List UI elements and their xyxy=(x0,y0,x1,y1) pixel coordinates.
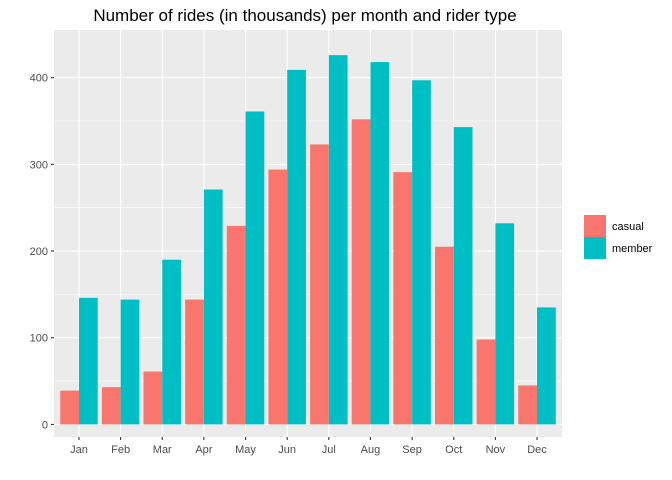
bar-casual xyxy=(60,390,79,425)
bar-casual xyxy=(268,169,288,425)
x-tick-label: Apr xyxy=(195,444,212,456)
y-tick-label: 100 xyxy=(30,333,48,345)
bar-casual xyxy=(310,144,329,425)
bar-casual xyxy=(435,246,454,425)
bar-member xyxy=(328,55,348,425)
bar-member xyxy=(162,259,181,425)
chart-title: Number of rides (in thousands) per month… xyxy=(93,6,516,25)
bar-casual xyxy=(393,172,413,425)
y-tick-label: 300 xyxy=(30,159,48,171)
x-tick-label: Jul xyxy=(322,444,336,456)
x-tick-label: Jun xyxy=(278,444,296,456)
bar-member xyxy=(453,127,473,425)
x-tick-label: Jan xyxy=(70,444,88,456)
bar-member xyxy=(120,299,140,425)
bar-member xyxy=(412,80,431,425)
legend: casual member xyxy=(584,215,653,259)
bar-casual xyxy=(143,371,163,425)
x-tick-label: Feb xyxy=(111,444,130,456)
x-tick-label: May xyxy=(235,444,256,456)
x-tick-label: Aug xyxy=(361,444,381,456)
bar-member xyxy=(370,62,390,425)
legend-key-casual xyxy=(584,215,606,237)
bar-casual xyxy=(518,385,538,425)
bar-casual xyxy=(476,339,496,425)
x-tick-label: Oct xyxy=(445,444,462,456)
bar-member xyxy=(287,69,306,425)
bar-member xyxy=(495,223,515,425)
bar-member xyxy=(78,297,98,425)
x-tick-label: Nov xyxy=(486,444,506,456)
bar-member xyxy=(537,307,556,425)
y-tick-label: 0 xyxy=(42,419,48,431)
y-axis: 0 100 200 300 400 xyxy=(30,73,54,431)
legend-label-member: member xyxy=(612,243,653,255)
x-axis: Jan Feb Mar Apr May Jun Jul Aug Sep Oct Nov Dec xyxy=(70,437,547,456)
x-tick-label: Dec xyxy=(527,444,547,456)
legend-label-casual: casual xyxy=(612,221,644,233)
y-tick-label: 200 xyxy=(30,246,48,258)
bars xyxy=(60,55,556,425)
y-tick-label: 400 xyxy=(30,73,48,85)
x-tick-label: Mar xyxy=(153,444,172,456)
bar-casual xyxy=(351,119,371,425)
bar-member xyxy=(203,189,223,425)
bar-casual xyxy=(185,299,204,425)
bar-casual xyxy=(226,225,246,425)
bar-casual xyxy=(101,387,121,425)
x-tick-label: Sep xyxy=(402,444,422,456)
bar-member xyxy=(245,111,265,425)
legend-key-member xyxy=(584,237,606,259)
